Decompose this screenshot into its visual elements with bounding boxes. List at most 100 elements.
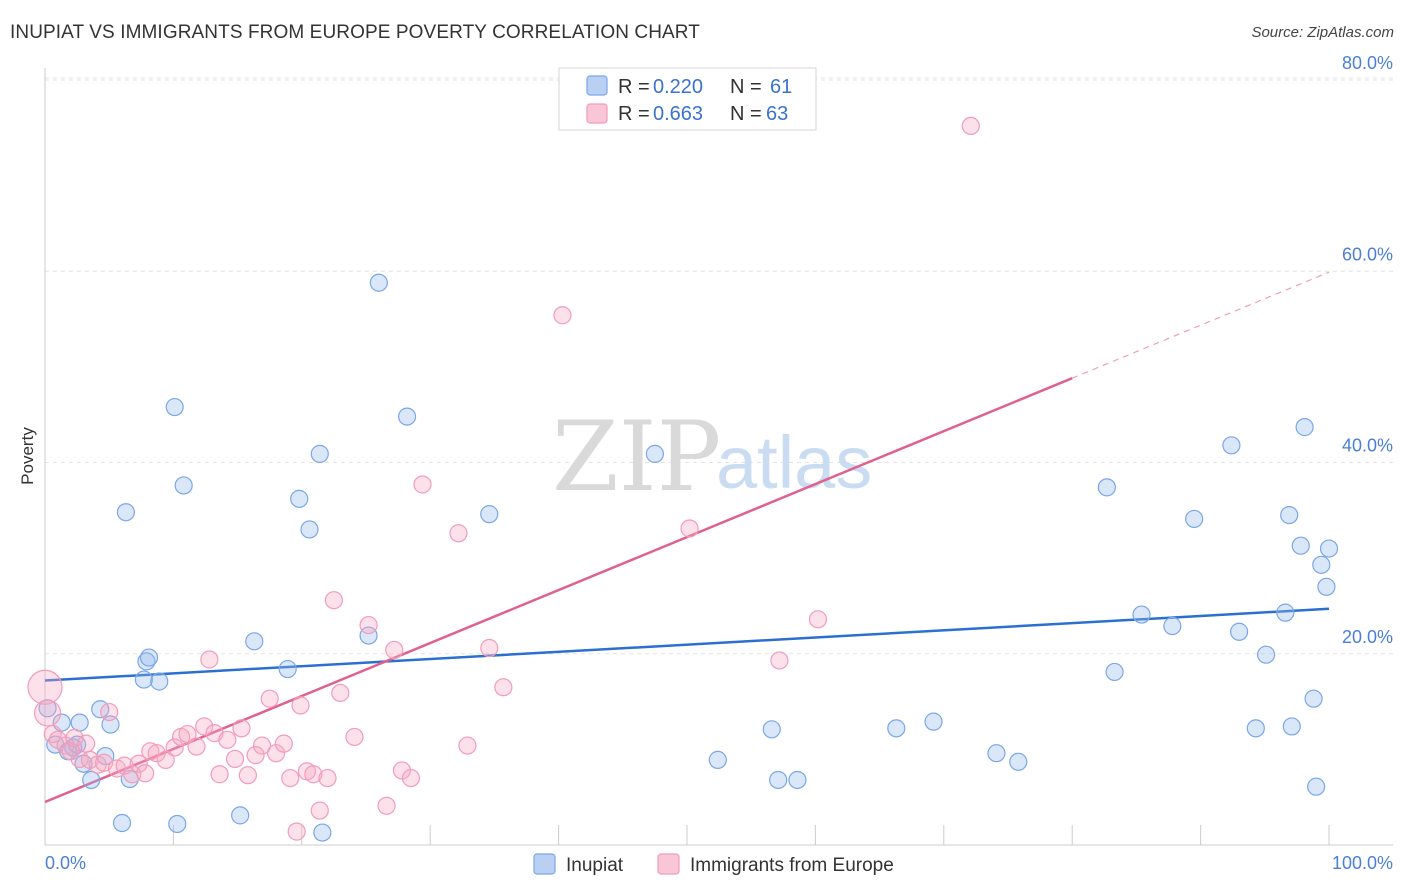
point-inupiat-32 xyxy=(480,505,499,524)
point-inupiat-55 xyxy=(1295,418,1314,437)
point-inupiat-6 xyxy=(70,713,89,732)
point-europe-0 xyxy=(27,669,63,705)
point-europe-56 xyxy=(480,638,499,658)
point-inupiat-60 xyxy=(1319,539,1339,558)
point-inupiat-24 xyxy=(278,659,297,679)
point-inupiat-39 xyxy=(924,712,943,731)
bottom-legend-swatch-europe xyxy=(657,853,680,875)
legend-r-label-1: R = xyxy=(618,76,650,98)
point-inupiat-29 xyxy=(359,626,378,645)
point-europe-47 xyxy=(345,727,364,747)
point-europe-42 xyxy=(304,765,323,784)
point-inupiat-19 xyxy=(165,397,184,417)
point-europe-55 xyxy=(449,524,468,543)
point-europe-23 xyxy=(178,724,197,744)
point-inupiat-21 xyxy=(174,476,193,495)
point-inupiat-45 xyxy=(1163,616,1182,636)
trend-line-1 xyxy=(44,377,1073,804)
legend-n-label-2: N = xyxy=(730,103,762,125)
legend-swatch-inupiat xyxy=(586,75,608,96)
point-europe-12 xyxy=(100,702,119,722)
point-inupiat-47 xyxy=(1222,436,1241,455)
point-inupiat-49 xyxy=(1246,719,1265,738)
y-tick-label-40: 40.0% xyxy=(1342,436,1393,456)
point-europe-16 xyxy=(129,754,148,773)
point-inupiat-35 xyxy=(762,720,781,739)
point-europe-33 xyxy=(246,746,265,765)
point-inupiat-13 xyxy=(116,503,135,522)
trend-line-extension-1 xyxy=(1071,271,1330,379)
point-inupiat-43 xyxy=(1105,662,1124,682)
point-europe-37 xyxy=(274,734,293,753)
legend-n-value-2: 63 xyxy=(766,103,788,125)
point-europe-20 xyxy=(156,750,175,769)
point-inupiat-12 xyxy=(112,813,132,833)
point-europe-48 xyxy=(359,615,378,635)
legend-swatch-europe xyxy=(586,103,608,124)
point-inupiat-36 xyxy=(769,770,788,790)
point-europe-18 xyxy=(141,742,160,761)
point-europe-58 xyxy=(553,306,572,325)
point-europe-15 xyxy=(123,765,142,784)
point-inupiat-34 xyxy=(708,750,727,769)
point-inupiat-57 xyxy=(1307,777,1326,796)
point-europe-52 xyxy=(401,768,421,788)
point-europe-36 xyxy=(267,744,286,763)
point-europe-44 xyxy=(318,768,337,788)
point-inupiat-22 xyxy=(231,806,250,825)
point-europe-45 xyxy=(324,591,343,610)
point-inupiat-40 xyxy=(987,744,1006,763)
point-inupiat-42 xyxy=(1097,478,1116,497)
legend-r-label-2: R = xyxy=(618,103,650,125)
point-europe-30 xyxy=(225,749,245,769)
point-europe-8 xyxy=(76,734,96,753)
point-europe-46 xyxy=(331,683,350,703)
y-tick-labels: 20.0% 40.0% 60.0% 80.0% xyxy=(1342,53,1393,647)
point-europe-32 xyxy=(238,766,257,785)
point-europe-38 xyxy=(281,768,300,788)
gridlines xyxy=(45,77,1393,655)
point-europe-49 xyxy=(377,796,396,815)
bottom-legend-label-inupiat: Inupiat xyxy=(566,855,624,876)
y-tick-label-20: 20.0% xyxy=(1342,627,1393,647)
point-europe-54 xyxy=(458,736,477,755)
source-label: Source: ZipAtlas.com xyxy=(1251,24,1394,41)
point-europe-21 xyxy=(165,738,184,757)
point-europe-6 xyxy=(65,728,84,748)
bottom-legend-swatch-inupiat xyxy=(533,853,556,875)
point-inupiat-44 xyxy=(1132,605,1151,624)
point-inupiat-20 xyxy=(168,814,187,834)
point-europe-10 xyxy=(88,755,107,774)
point-europe-2 xyxy=(43,724,62,744)
trend-line-0 xyxy=(44,607,1330,682)
point-europe-61 xyxy=(808,610,828,629)
point-inupiat-41 xyxy=(1009,752,1028,771)
legend-r-value-2: 0.663 xyxy=(653,103,703,125)
point-inupiat-27 xyxy=(310,444,329,463)
legend-r-value-1: 0.220 xyxy=(653,76,703,98)
point-europe-62 xyxy=(961,116,980,136)
point-inupiat-53 xyxy=(1282,717,1301,736)
watermark-zip: ZIP xyxy=(552,401,721,513)
point-inupiat-33 xyxy=(645,444,665,463)
y-axis-label: Poverty xyxy=(18,427,37,485)
point-inupiat-23 xyxy=(245,632,264,651)
point-inupiat-25 xyxy=(290,489,309,508)
points-layer xyxy=(27,116,1339,842)
point-europe-1 xyxy=(33,699,62,727)
point-europe-43 xyxy=(310,801,329,820)
point-inupiat-15 xyxy=(134,670,153,689)
watermark-atlas: atlas xyxy=(716,421,872,504)
point-europe-25 xyxy=(195,717,214,736)
point-inupiat-46 xyxy=(1185,509,1204,529)
point-europe-40 xyxy=(291,696,310,715)
point-inupiat-48 xyxy=(1230,622,1249,641)
point-inupiat-58 xyxy=(1312,555,1331,574)
point-europe-19 xyxy=(147,744,166,763)
point-inupiat-30 xyxy=(369,273,388,292)
point-europe-35 xyxy=(260,689,279,708)
point-europe-59 xyxy=(680,519,699,538)
point-europe-53 xyxy=(413,475,432,494)
point-inupiat-8 xyxy=(82,770,101,790)
